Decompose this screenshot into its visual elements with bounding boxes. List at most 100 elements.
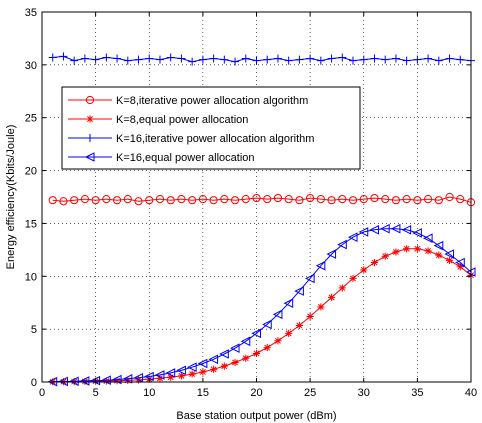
data-point: [263, 195, 272, 204]
data-point: [316, 195, 325, 204]
data-point: [123, 195, 132, 204]
data-point: [284, 195, 293, 204]
legend-marker: [85, 95, 95, 105]
data-point: [199, 368, 207, 376]
data-point: [165, 368, 176, 378]
data-point: [283, 298, 294, 309]
data-point: [370, 54, 379, 63]
data-point: [391, 54, 400, 63]
data-point: [273, 54, 282, 63]
data-point: [155, 55, 164, 64]
data-point: [285, 329, 293, 337]
data-point: [327, 293, 336, 302]
data-point: [240, 336, 251, 347]
data-point: [59, 197, 68, 206]
data-point: [295, 196, 304, 205]
data-point: [209, 54, 218, 63]
data-point: [263, 344, 271, 352]
legend-marker: [86, 115, 94, 123]
data-point: [102, 377, 110, 385]
x-tick-label: 15: [197, 387, 209, 399]
series-line-4: [52, 228, 472, 383]
data-point: [445, 256, 454, 265]
data-point: [360, 266, 368, 274]
data-point: [80, 195, 90, 204]
data-point: [166, 53, 175, 62]
data-point: [176, 365, 186, 376]
x-tick-label: 0: [39, 387, 45, 399]
data-point: [231, 57, 240, 66]
y-tick-label: 25: [25, 113, 37, 125]
data-point: [113, 377, 121, 385]
data-point: [347, 232, 358, 242]
data-point: [422, 233, 433, 244]
data-point: [370, 258, 379, 267]
data-point: [102, 53, 111, 62]
data-point: [155, 195, 165, 204]
legend-marker: [86, 134, 94, 142]
legend-label: K=16,equal power allocation: [116, 152, 255, 164]
data-point: [306, 54, 315, 63]
data-point: [208, 354, 219, 365]
series-layer: [47, 52, 476, 387]
legend-marker: [84, 152, 95, 162]
data-point: [455, 257, 465, 268]
data-point: [327, 54, 336, 63]
data-point: [413, 245, 421, 253]
data-point: [80, 54, 89, 63]
data-point: [392, 248, 400, 256]
y-tick-label: 10: [25, 271, 37, 283]
data-point: [338, 195, 347, 204]
data-point: [166, 196, 175, 205]
data-point: [69, 376, 79, 387]
data-point: [48, 53, 57, 62]
data-point: [70, 56, 79, 65]
data-point: [326, 249, 337, 259]
data-point: [402, 195, 411, 204]
series-line-1: [52, 196, 472, 203]
data-point: [424, 54, 433, 63]
data-point: [197, 358, 208, 369]
data-point: [188, 57, 197, 66]
ticks: 0 5 10 15 20 25 30 35 40 0 5 10 15 20 25 30 35: [25, 7, 477, 399]
legend-label: K=16,iterative power allocation algorith…: [116, 133, 314, 145]
data-point: [380, 223, 390, 234]
data-point: [58, 376, 68, 387]
data-point: [295, 321, 303, 330]
data-point: [433, 240, 444, 251]
data-point: [381, 252, 389, 260]
y-axis-title: Energy efficiency(Kbits/Joule): [5, 125, 17, 270]
y-tick-label: 0: [31, 377, 37, 389]
data-point: [316, 56, 325, 65]
data-point: [390, 223, 401, 234]
data-point: [220, 55, 229, 64]
data-point: [79, 376, 90, 386]
y-tick-label: 20: [25, 166, 37, 178]
data-point: [91, 196, 100, 205]
data-point: [123, 56, 132, 65]
data-point: [359, 55, 368, 64]
data-point: [252, 193, 261, 203]
data-point: [435, 251, 443, 259]
data-point: [241, 195, 250, 204]
series-1: [48, 192, 476, 207]
data-point: [198, 195, 207, 204]
x-tick-label: 5: [93, 387, 99, 399]
data-point: [251, 328, 261, 339]
data-point: [381, 195, 390, 204]
data-point: [306, 312, 314, 321]
data-point: [391, 196, 401, 205]
data-point: [338, 284, 346, 292]
data-point: [188, 370, 196, 378]
legend-label: K=8,equal power allocation: [116, 114, 248, 126]
legend: K=8,iterative power allocation algorithm…: [61, 86, 361, 170]
data-point: [219, 349, 229, 359]
data-point: [444, 249, 455, 259]
data-point: [48, 196, 57, 205]
data-point: [456, 55, 465, 64]
x-axis-title: Base station output power (dBm): [176, 410, 336, 422]
data-point: [327, 196, 336, 205]
data-point: [177, 372, 186, 380]
